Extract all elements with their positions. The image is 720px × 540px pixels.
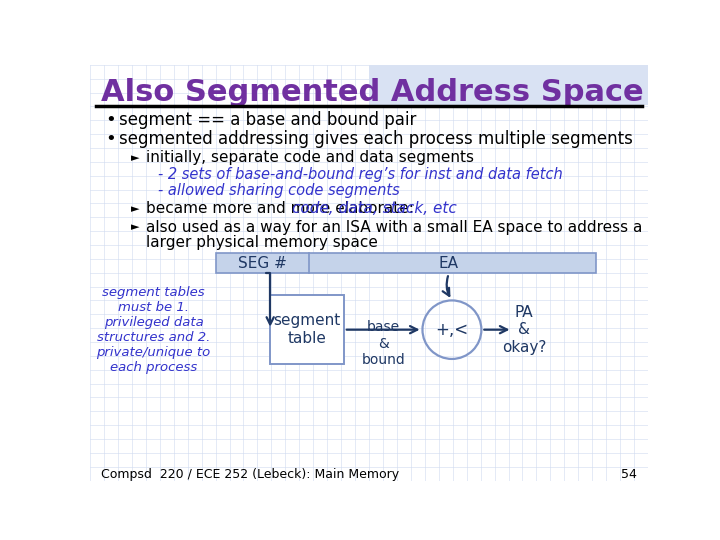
- Text: ►: ►: [131, 204, 140, 214]
- FancyBboxPatch shape: [270, 295, 344, 364]
- Text: 54: 54: [621, 468, 637, 481]
- Text: Compsd  220 / ECE 252 (Lebeck): Main Memory: Compsd 220 / ECE 252 (Lebeck): Main Memo…: [101, 468, 399, 481]
- Text: base
&
bound: base & bound: [361, 320, 405, 367]
- Text: initially, separate code and data segments: initially, separate code and data segmen…: [145, 151, 474, 165]
- Text: PA
&
okay?: PA & okay?: [502, 305, 546, 355]
- Text: larger physical memory space: larger physical memory space: [145, 235, 378, 250]
- Text: segment
table: segment table: [274, 314, 341, 346]
- FancyBboxPatch shape: [369, 65, 648, 105]
- Text: also used as a way for an ISA with a small EA space to address a: also used as a way for an ISA with a sma…: [145, 220, 642, 235]
- Text: became more and more elaborate:: became more and more elaborate:: [145, 201, 418, 217]
- Text: segment == a base and bound pair: segment == a base and bound pair: [120, 111, 417, 129]
- Text: segmented addressing gives each process multiple segments: segmented addressing gives each process …: [120, 131, 634, 149]
- Text: •: •: [106, 111, 116, 129]
- Text: •: •: [106, 131, 116, 149]
- Text: segment tables
must be 1.
privileged data
structures and 2.
private/unique to
ea: segment tables must be 1. privileged dat…: [96, 286, 211, 374]
- Text: - allowed sharing code segments: - allowed sharing code segments: [158, 183, 400, 198]
- Text: ►: ►: [131, 222, 140, 232]
- FancyBboxPatch shape: [216, 253, 596, 273]
- Text: ►: ►: [131, 153, 140, 163]
- Text: code, data, stack, etc: code, data, stack, etc: [292, 201, 457, 217]
- Text: - 2 sets of base-and-bound reg’s for inst and data fetch: - 2 sets of base-and-bound reg’s for ins…: [158, 167, 563, 183]
- Text: SEG #: SEG #: [238, 256, 287, 271]
- Text: +,<: +,<: [436, 321, 469, 339]
- Text: Also Segmented Address Space: Also Segmented Address Space: [101, 78, 644, 107]
- Text: EA: EA: [438, 256, 459, 271]
